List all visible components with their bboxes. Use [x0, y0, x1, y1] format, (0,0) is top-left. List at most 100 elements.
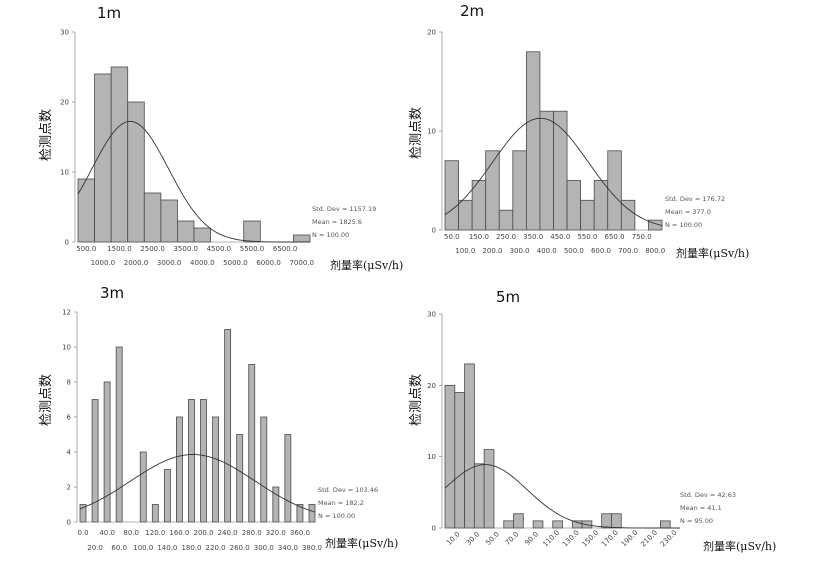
x-tick-label: 70.0	[504, 530, 521, 547]
histogram-bar	[224, 329, 232, 523]
histogram-bar	[177, 220, 195, 243]
x-tick-label: 320.0	[266, 529, 286, 537]
normal-curve	[77, 120, 310, 243]
x-tick-label: 160.0	[169, 529, 189, 537]
x-tick-label: 180.0	[181, 544, 201, 552]
histogram-bar	[444, 384, 456, 529]
histogram-bar	[444, 160, 459, 231]
x-tick-label: 230.0	[659, 529, 679, 549]
y-axis-label: 检测点数	[39, 374, 54, 426]
x-tick-label: 550.0	[577, 233, 597, 241]
normal-curve	[444, 117, 663, 226]
x-tick-label: 2500.0	[140, 245, 165, 253]
histogram-bar	[552, 520, 563, 529]
y-tick-label: 4	[67, 449, 72, 457]
histogram-bar	[115, 346, 123, 523]
x-tick-label: 200.0	[194, 529, 214, 537]
histogram-bar	[473, 463, 485, 529]
histogram-bar	[525, 51, 541, 231]
n-label: N = 95.00	[680, 517, 713, 525]
x-tick-label: 210.0	[639, 529, 659, 549]
x-axis-label: 剂量率(μSv/h)	[703, 539, 776, 553]
y-tick-label: 10	[427, 453, 436, 461]
normal-curve	[79, 454, 316, 513]
x-tick-label: 90.0	[523, 530, 540, 547]
plot-area: 0 10 20 30 500.0 1500.0 2500.0 3500.0 4500.0 5500…	[60, 29, 314, 268]
x-tick-label: 360.0	[290, 529, 310, 537]
mean-label: Mean = 41.1	[680, 504, 722, 512]
y-tick-label: 0	[432, 227, 436, 235]
x-tick-label: 600.0	[591, 247, 611, 255]
x-tick-label: 50.0	[444, 233, 460, 241]
x-tick-label: 3500.0	[173, 245, 198, 253]
histogram-bar	[284, 434, 292, 523]
histogram-bar	[163, 469, 171, 523]
y-axis-label: 检测点数	[39, 109, 54, 161]
histogram-bar	[471, 180, 487, 231]
std-dev-label: Std. Dev = 176.72	[665, 195, 725, 203]
histogram-bar	[272, 486, 280, 523]
histogram-bar	[176, 416, 183, 523]
histogram-bar	[454, 392, 465, 529]
x-axis-label: 剂量率(μSv/h)	[330, 258, 403, 272]
x-tick-label: 340.0	[278, 544, 298, 552]
x-tick-label: 130.0	[561, 529, 581, 549]
histogram-bar	[611, 513, 622, 529]
histogram-bar	[593, 180, 609, 231]
n-label: N = 100.00	[665, 221, 702, 229]
x-tick-label: 0.0	[77, 529, 88, 537]
histogram-bar	[293, 234, 311, 243]
histogram-bar	[458, 199, 473, 231]
panel-1m: 1m 检测点数 剂量率(μSv/h) Std. Dev = 1157.19 Me…	[39, 4, 403, 272]
x-tick-label: 80.0	[123, 529, 139, 537]
histogram-bar	[110, 66, 129, 243]
x-tick-label: 190.0	[620, 529, 640, 549]
histogram-bar	[243, 220, 261, 243]
histogram-bar	[143, 192, 162, 243]
x-tick-label: 40.0	[99, 529, 115, 537]
x-tick-label: 500.0	[564, 247, 584, 255]
n-label: N = 100.00	[312, 231, 349, 239]
histogram-bar	[188, 399, 195, 523]
x-tick-label: 5500.0	[240, 245, 265, 253]
histogram-bar	[660, 520, 671, 529]
y-tick-label: 20	[427, 29, 436, 37]
x-tick-label: 220.0	[206, 544, 226, 552]
x-tick-label: 750.0	[632, 233, 652, 241]
y-tick-label: 6	[67, 414, 72, 422]
histogram-bar	[248, 364, 256, 523]
histogram-bar	[553, 110, 568, 231]
histogram-bar	[236, 434, 244, 523]
histogram-bar	[483, 449, 495, 529]
y-tick-label: 10	[60, 169, 69, 177]
y-tick-label: 0	[65, 239, 69, 247]
histogram-bar	[160, 199, 178, 243]
std-dev-label: Std. Dev = 1157.19	[312, 205, 376, 213]
histogram-bar	[601, 513, 612, 529]
y-tick-label: 20	[427, 382, 436, 390]
x-tick-label: 250.0	[496, 233, 516, 241]
y-tick-label: 10	[427, 128, 436, 136]
panel-5m: 5m 检测点数 剂量率(μSv/h) Std. Dev = 42.63 Mean…	[409, 288, 776, 553]
x-tick-label: 6500.0	[273, 245, 298, 253]
y-tick-label: 30	[427, 311, 436, 319]
x-tick-label: 300.0	[510, 247, 530, 255]
x-tick-label: 140.0	[157, 544, 177, 552]
x-tick-label: 450.0	[550, 233, 570, 241]
x-tick-label: 4000.0	[190, 259, 215, 267]
histogram-bar	[503, 520, 514, 529]
x-tick-label: 1500.0	[107, 245, 132, 253]
histogram-bar	[103, 381, 111, 523]
y-tick-label: 30	[60, 29, 69, 37]
panel-title: 2m	[460, 2, 484, 20]
y-tick-label: 8	[67, 379, 71, 387]
x-tick-label: 4500.0	[207, 245, 232, 253]
x-tick-label: 150.0	[469, 233, 489, 241]
x-tick-label: 800.0	[645, 247, 665, 255]
y-axis-label: 检测点数	[409, 107, 424, 159]
x-tick-label: 50.0	[484, 530, 501, 547]
y-tick-label: 20	[60, 99, 69, 107]
x-tick-label: 150.0	[581, 529, 601, 549]
histogram-bar	[464, 363, 475, 529]
